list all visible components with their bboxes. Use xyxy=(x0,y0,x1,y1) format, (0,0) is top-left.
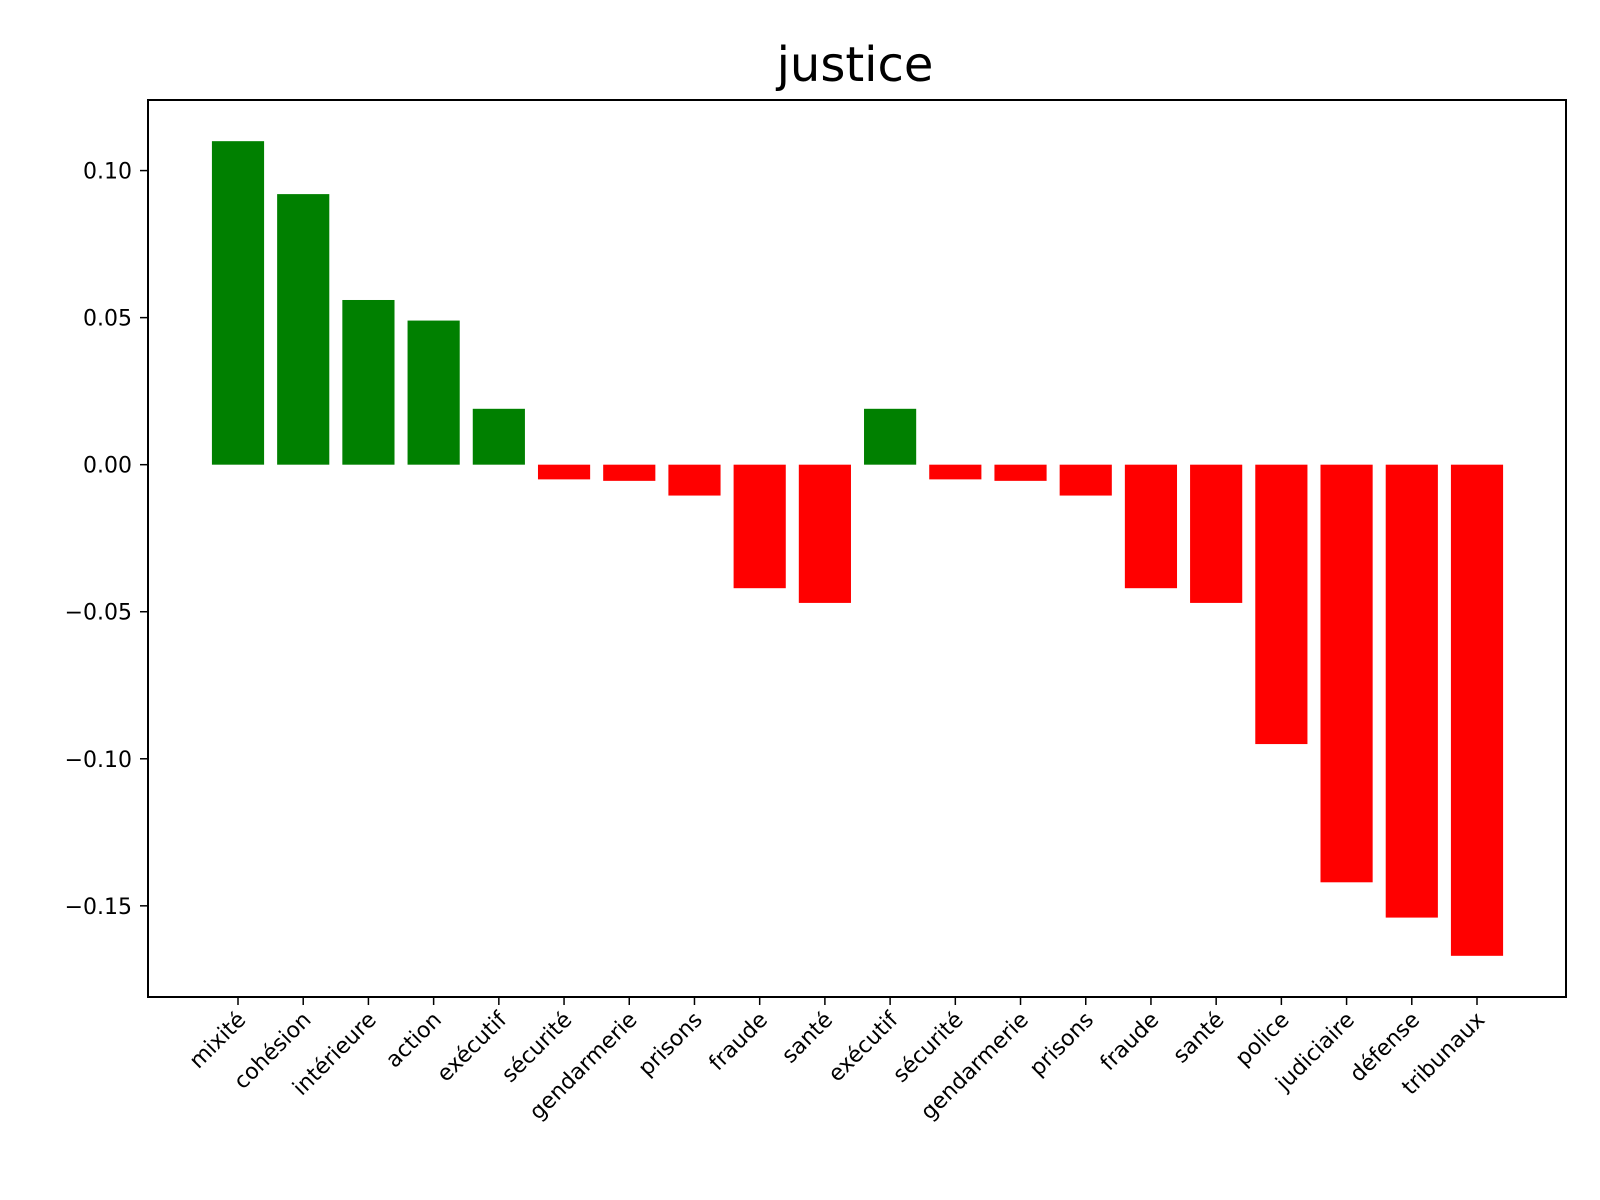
y-tick-label: 0.10 xyxy=(83,160,132,185)
y-tick-label: 0.05 xyxy=(83,307,132,332)
y-tick-label: −0.05 xyxy=(65,601,132,626)
bar-9 xyxy=(733,464,786,589)
chart-title: justice xyxy=(776,37,934,93)
bar-1 xyxy=(211,141,265,465)
bar-14 xyxy=(1059,464,1112,496)
x-tick-label: santé xyxy=(1169,1008,1230,1069)
bar-15 xyxy=(1124,464,1178,589)
bar-2 xyxy=(277,194,330,465)
bar-10 xyxy=(798,464,851,603)
x-tick-label: prisons xyxy=(1025,1008,1099,1082)
bar-19 xyxy=(1385,464,1438,918)
plot-frame xyxy=(147,99,1567,998)
y-tick-label: 0.00 xyxy=(83,454,132,479)
bar-18 xyxy=(1320,464,1373,883)
y-tick-label: −0.10 xyxy=(65,748,132,773)
bar-6 xyxy=(537,464,591,480)
bar-16 xyxy=(1190,464,1243,603)
bar-3 xyxy=(342,299,395,465)
x-tick-label: police xyxy=(1231,1008,1295,1072)
bar-20 xyxy=(1450,464,1504,956)
bar-4 xyxy=(407,320,460,465)
bar-7 xyxy=(603,464,656,481)
y-axis: −0.15 −0.10 −0.05 0.00 0.05 0.10 xyxy=(65,160,148,920)
bar-13 xyxy=(994,464,1047,481)
bars-group xyxy=(211,141,1504,956)
x-tick-label: santé xyxy=(777,1008,838,1069)
y-tick-label: −0.15 xyxy=(65,895,132,920)
bar-12 xyxy=(929,464,982,480)
x-tick-label: action xyxy=(381,1008,447,1074)
bar-11 xyxy=(864,408,917,465)
x-tick-label: prisons xyxy=(634,1008,708,1082)
bar-5 xyxy=(472,408,525,465)
x-tick-label: fraude xyxy=(1096,1008,1164,1076)
x-tick-label: fraude xyxy=(705,1008,773,1076)
bar-17 xyxy=(1255,464,1308,745)
bar-8 xyxy=(668,464,721,496)
